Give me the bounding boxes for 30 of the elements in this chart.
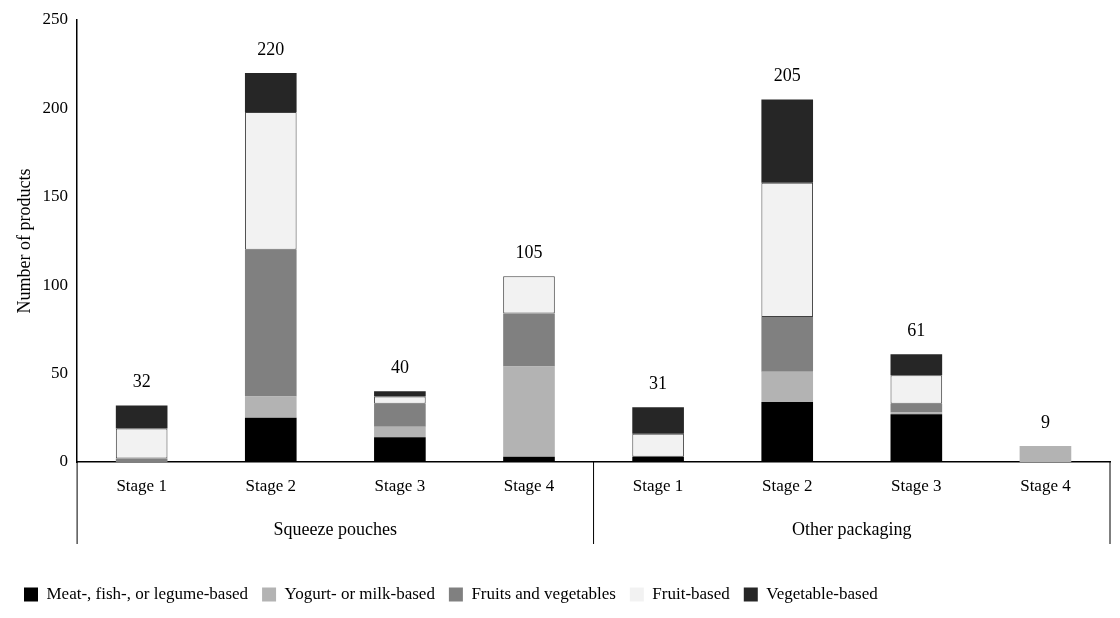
legend-label: Vegetable-based xyxy=(766,583,879,603)
total-label: 205 xyxy=(773,65,801,86)
total-label: 31 xyxy=(649,372,668,393)
x-tick-label: Stage 3 xyxy=(891,475,942,495)
total-label: 61 xyxy=(907,319,926,340)
y-tick-label: 200 xyxy=(42,97,69,117)
legend-label: Meat-, fish-, or legume-based xyxy=(46,583,249,603)
x-tick-label: Stage 1 xyxy=(632,475,684,495)
x-tick-label: Stage 4 xyxy=(503,475,555,495)
text: Other packaging xyxy=(792,518,912,539)
x-tick-label: Stage 2 xyxy=(245,475,297,495)
y-axis-title: Number of products xyxy=(13,168,34,314)
x-tick-label: Stage 4 xyxy=(1020,475,1072,495)
y-tick-label: 250 xyxy=(42,9,69,29)
x-tick-label: Stage 1 xyxy=(116,475,167,495)
x-tick-label: Stage 2 xyxy=(761,475,813,495)
y-tick-label: 0 xyxy=(59,451,69,471)
total-label: 9 xyxy=(1040,411,1050,432)
total-label: 220 xyxy=(257,38,285,59)
text: Squeeze pouches xyxy=(273,518,398,539)
legend-label: Yogurt- or milk-based xyxy=(284,583,436,603)
legend-label: Fruit-based xyxy=(652,583,731,603)
x-tick-label: Stage 3 xyxy=(374,475,426,495)
total-label: 40 xyxy=(390,357,409,378)
y-tick-label: 50 xyxy=(51,363,69,383)
y-tick-label: 100 xyxy=(42,274,69,294)
total-label: 105 xyxy=(515,242,543,263)
total-label: 32 xyxy=(132,371,151,392)
y-tick-label: 150 xyxy=(42,186,69,206)
legend-label: Fruits and vegetables xyxy=(471,583,616,603)
